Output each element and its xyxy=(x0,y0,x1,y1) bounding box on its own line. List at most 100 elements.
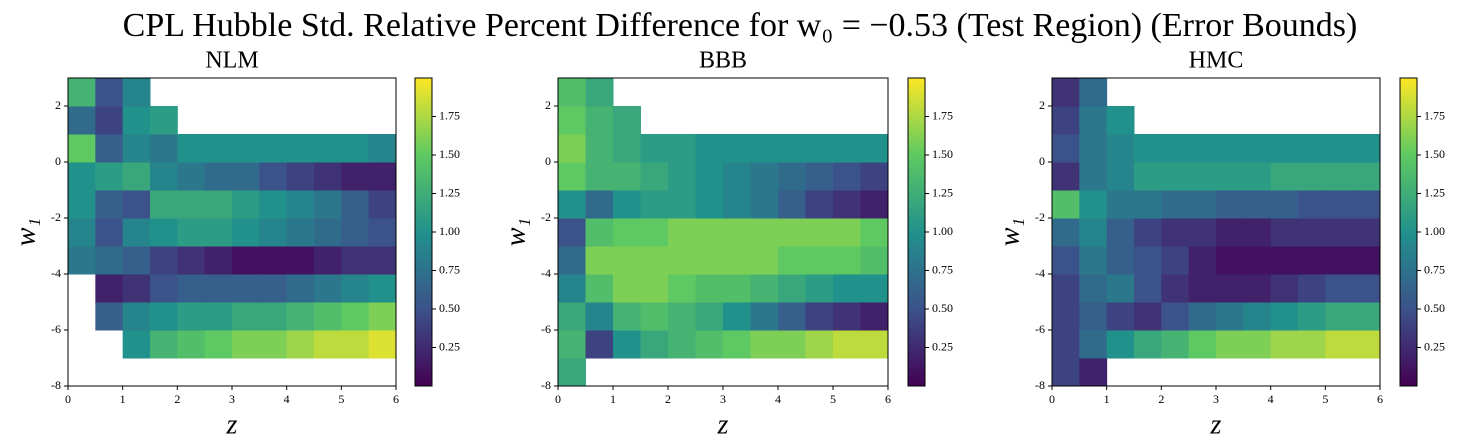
heat-cell xyxy=(150,162,178,191)
colorbar-tick-label: 1.75 xyxy=(1424,108,1445,122)
heat-cell xyxy=(1188,302,1217,331)
y-axis-label: w₁ xyxy=(10,218,41,246)
heat-cell xyxy=(558,274,586,303)
heat-cell xyxy=(122,190,151,219)
heat-cell xyxy=(640,162,669,191)
heat-cell xyxy=(750,246,779,275)
colorbar xyxy=(907,77,926,387)
y-axis-label: w₁ xyxy=(500,218,531,246)
heat-cell xyxy=(1106,302,1135,331)
heat-cell xyxy=(204,190,233,219)
heat-cell xyxy=(232,246,260,275)
heat-cell xyxy=(177,190,206,219)
heat-cell xyxy=(177,302,206,331)
heat-cell xyxy=(695,302,724,331)
heat-cell xyxy=(750,218,779,247)
y-tick-label: 0 xyxy=(1039,154,1045,168)
heat-cell xyxy=(585,246,614,275)
heat-cell xyxy=(805,246,834,275)
heat-cell xyxy=(1134,190,1162,219)
heat-cell xyxy=(1161,218,1190,247)
heat-cell xyxy=(1352,134,1381,163)
heat-cell xyxy=(860,162,889,191)
heat-cell xyxy=(750,162,779,191)
heat-cell xyxy=(1243,246,1272,275)
heat-cell xyxy=(1052,162,1080,191)
heat-cell xyxy=(695,218,724,247)
heat-cell xyxy=(314,302,342,331)
heat-cell xyxy=(177,218,206,247)
heat-cell xyxy=(668,246,696,275)
colorbar-tick-label: 0.50 xyxy=(932,301,953,315)
heat-cell xyxy=(1052,78,1080,107)
colorbar-tick-label: 1.00 xyxy=(1424,224,1445,238)
heat-cell xyxy=(68,106,96,135)
heat-cell xyxy=(585,218,614,247)
heat-cell xyxy=(805,330,834,359)
heat-cell xyxy=(1134,302,1162,331)
heat-cell xyxy=(95,218,124,247)
x-tick-label: 0 xyxy=(1049,392,1055,406)
heat-cell xyxy=(122,162,151,191)
heat-cell xyxy=(640,302,669,331)
x-tick-label: 3 xyxy=(229,392,235,406)
figure-title: CPL Hubble Std. Relative Percent Differe… xyxy=(123,7,1358,44)
x-tick-label: 6 xyxy=(885,392,891,406)
heat-cell xyxy=(1052,302,1080,331)
x-tick-label: 3 xyxy=(720,392,726,406)
heat-cell xyxy=(177,330,206,359)
heat-cell xyxy=(805,134,834,163)
heat-cell xyxy=(805,218,834,247)
heat-cell xyxy=(259,274,288,303)
heat-cell xyxy=(860,302,889,331)
heat-cell xyxy=(177,274,206,303)
heat-cell xyxy=(613,302,641,331)
heat-cell xyxy=(204,162,233,191)
heat-cell xyxy=(232,302,260,331)
x-tick-label: 4 xyxy=(775,392,781,406)
heat-cell xyxy=(1052,274,1080,303)
heat-cell xyxy=(341,134,370,163)
x-tick-label: 2 xyxy=(665,392,671,406)
y-tick-label: 2 xyxy=(55,98,61,112)
heat-cell xyxy=(1270,162,1299,191)
heat-cell xyxy=(1216,190,1244,219)
heat-cell xyxy=(640,134,669,163)
heat-cell xyxy=(150,106,178,135)
heat-cell xyxy=(778,162,806,191)
heat-cell xyxy=(1106,162,1135,191)
heat-cell xyxy=(1161,246,1190,275)
heat-cell xyxy=(1352,330,1381,359)
heat-cell xyxy=(750,190,779,219)
heat-cell xyxy=(122,106,151,135)
heat-cell xyxy=(1134,218,1162,247)
heat-cell xyxy=(1270,218,1299,247)
heat-cell xyxy=(1188,134,1217,163)
heat-cell xyxy=(122,78,151,107)
heat-cell xyxy=(860,246,889,275)
heat-cell xyxy=(1188,190,1217,219)
heat-cell xyxy=(1325,330,1354,359)
heat-cell xyxy=(95,134,124,163)
colorbar-tick-label: 0.75 xyxy=(932,262,953,276)
heat-cell xyxy=(177,134,206,163)
heat-cell xyxy=(1052,246,1080,275)
heat-cell xyxy=(95,78,124,107)
heat-cell xyxy=(1079,190,1108,219)
heat-cell xyxy=(860,330,889,359)
y-tick-label: -4 xyxy=(1035,266,1045,280)
y-tick-label: -4 xyxy=(51,266,61,280)
heat-cell xyxy=(558,106,586,135)
heat-cell xyxy=(122,218,151,247)
heat-cell xyxy=(723,162,751,191)
heat-cell xyxy=(341,218,370,247)
heat-cell xyxy=(259,218,288,247)
heat-cell xyxy=(585,134,614,163)
x-tick-label: 5 xyxy=(830,392,836,406)
heat-cell xyxy=(558,162,586,191)
heat-cell xyxy=(723,190,751,219)
heat-cell xyxy=(695,134,724,163)
heat-cell xyxy=(585,274,614,303)
heat-cell xyxy=(177,162,206,191)
heat-cell xyxy=(805,162,834,191)
